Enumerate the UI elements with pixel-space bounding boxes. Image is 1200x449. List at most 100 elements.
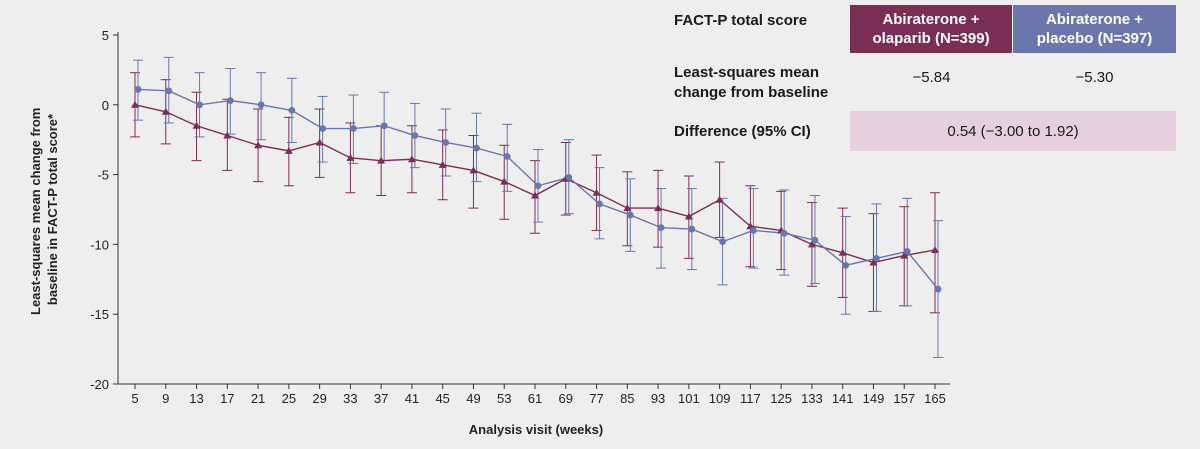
data-point-triangle (500, 177, 509, 185)
x-tick-label: 117 (740, 391, 761, 406)
y-axis-title-line-1: Least-squares mean change from (28, 108, 43, 315)
x-tick-label: 133 (801, 391, 823, 406)
data-point-triangle (438, 160, 447, 168)
data-point-triangle (684, 212, 693, 220)
y-tick-label: -10 (90, 237, 109, 252)
data-point-triangle (900, 251, 909, 259)
x-tick-label: 101 (678, 391, 700, 406)
data-point-circle (934, 285, 942, 293)
data-point-triangle (223, 131, 232, 139)
x-tick-label: 33 (343, 391, 357, 406)
data-point-circle (657, 224, 665, 232)
data-point-circle (196, 101, 203, 109)
axis-labels: Analysis visit (weeks) Least-squares mea… (28, 104, 603, 437)
y-tick-label: -20 (90, 377, 109, 392)
ls-mean-row: Least-squares mean change from baseline … (666, 61, 1176, 111)
x-tick-label: 45 (435, 391, 449, 406)
data-point-triangle (869, 258, 878, 266)
x-tick-label: 9 (162, 391, 169, 406)
data-point-circle (226, 97, 234, 105)
data-point-triangle (377, 156, 386, 164)
x-tick-label: 165 (924, 391, 946, 406)
olaparib-header-line-2: olaparib (N=399) (872, 30, 990, 47)
x-tick-label: 21 (251, 391, 265, 406)
ls-mean-label-line-1: Least-squares mean (674, 64, 820, 81)
x-tick-label: 61 (528, 391, 542, 406)
x-tick-label: 77 (589, 391, 603, 406)
data-point-circle (411, 132, 419, 139)
axes: 5 0 -5 -10 -15 -20 5 9 13 17 21 25 29 33 37 41 45 49 53 61 6… (90, 28, 950, 406)
ls-mean-olaparib: −5.84 (912, 69, 951, 86)
data-point-circle (719, 238, 727, 246)
ls-mean-placebo: −5.30 (1075, 69, 1114, 86)
x-tick-label: 5 (131, 391, 138, 406)
x-tick-label: 149 (863, 391, 885, 406)
x-tick-label: 49 (466, 391, 480, 406)
data-point-triangle (315, 138, 324, 146)
stats-header-label: FACT-P total score (674, 11, 808, 29)
placebo-column-header: Abiraterone + placebo (N=397) (1013, 5, 1176, 53)
y-tick-label: 5 (102, 28, 109, 43)
x-tick-label: 53 (497, 391, 511, 406)
x-axis-title: Analysis visit (weeks) (469, 422, 603, 437)
data-point-circle (780, 229, 788, 237)
stats-header-row: FACT-P total score Abiraterone + olapari… (666, 5, 1176, 53)
data-point-triangle (469, 166, 478, 174)
data-point-circle (626, 211, 634, 219)
y-axis-title-line-2: baseline in FACT-P total score* (45, 113, 60, 305)
stats-table: FACT-P total score Abiraterone + olapari… (666, 5, 1176, 151)
data-point-circle (380, 122, 388, 130)
x-tick-label: 109 (709, 391, 731, 406)
ls-mean-label-line-2: change from baseline (674, 84, 829, 101)
data-point-triangle (254, 141, 263, 149)
y-axis-title: Least-squares mean change from baseline … (28, 104, 60, 315)
data-point-triangle (838, 248, 847, 256)
data-point-circle (565, 173, 573, 181)
data-point-circle (473, 144, 480, 152)
placebo-header-line-2: placebo (N=397) (1036, 30, 1153, 47)
x-tick-label: 93 (651, 391, 665, 406)
x-tick-label: 37 (374, 391, 388, 406)
y-tick-label: -5 (97, 168, 109, 183)
data-point-triangle (807, 240, 816, 248)
data-point-triangle (931, 245, 939, 253)
data-point-circle (596, 200, 603, 208)
x-tick-label: 29 (312, 391, 326, 406)
data-point-circle (688, 225, 696, 233)
x-tick-label: 125 (770, 391, 792, 406)
data-point-triangle (407, 155, 416, 163)
data-point-circle (349, 125, 357, 132)
data-point-triangle (161, 107, 170, 115)
data-point-circle (842, 261, 850, 269)
x-tick-label: 17 (220, 391, 234, 406)
data-point-circle (811, 236, 819, 244)
data-point-circle (165, 87, 173, 95)
data-point-circle (134, 86, 142, 93)
x-tick-label: 85 (620, 391, 634, 406)
x-tick-label: 141 (832, 391, 854, 406)
olaparib-column-header: Abiraterone + olaparib (N=399) (850, 5, 1013, 53)
y-tick-label: -15 (90, 307, 109, 322)
data-point-triangle (131, 100, 139, 108)
data-point-triangle (592, 188, 601, 196)
data-point-circle (288, 106, 296, 114)
olaparib-header-line-1: Abiraterone + (882, 11, 980, 28)
placebo-header-line-1: Abiraterone + (1045, 11, 1144, 28)
x-tick-label: 157 (893, 391, 915, 406)
difference-value: 0.54 (−3.00 to 1.92) (850, 111, 1176, 151)
data-point-circle (257, 101, 265, 109)
data-point-triangle (531, 191, 539, 199)
x-tick-label: 69 (559, 391, 573, 406)
ls-mean-label: Least-squares mean change from baseline (666, 61, 850, 111)
data-point-circle (442, 139, 450, 146)
x-tick-label: 41 (405, 391, 419, 406)
difference-label: Difference (95% CI) (674, 122, 811, 140)
data-point-triangle (654, 204, 663, 212)
data-point-triangle (346, 153, 355, 161)
data-point-triangle (192, 121, 201, 129)
x-tick-label: 13 (189, 391, 203, 406)
data-point-circle (503, 153, 511, 160)
data-point-circle (873, 254, 880, 262)
series-markers (131, 86, 942, 293)
